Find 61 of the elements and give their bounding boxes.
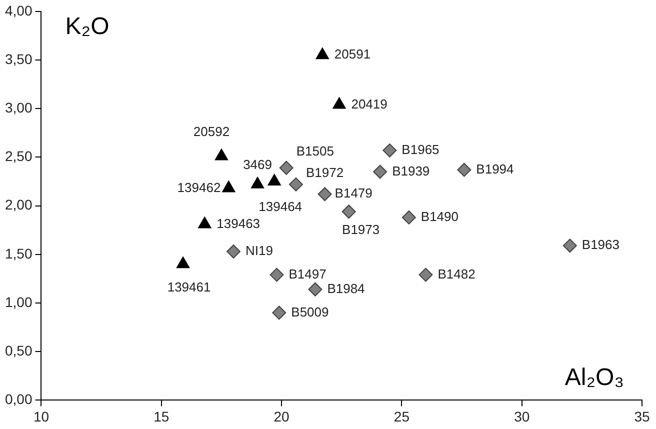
x-tick-label: 35 <box>634 408 650 424</box>
point <box>222 180 236 192</box>
x-tick-label: 10 <box>33 408 50 424</box>
y-tick-label: 0,50 <box>5 342 32 358</box>
annotation: 20419 <box>351 96 388 112</box>
annotation: B1505 <box>296 143 334 158</box>
point <box>316 48 329 60</box>
annotation: 139461 <box>167 280 211 295</box>
point <box>279 160 294 175</box>
point <box>176 256 190 268</box>
annotation: B1984 <box>327 280 365 296</box>
x-tick-label: 30 <box>514 408 530 424</box>
x-axis-title: Al₂O₃ <box>564 364 624 391</box>
annotation: B1994 <box>476 161 514 176</box>
y-tick-label: 2,00 <box>5 196 32 213</box>
y-tick-label: 1,50 <box>5 245 32 262</box>
y-axis-title: K₂O <box>65 13 110 40</box>
annotation: NI19 <box>245 243 273 258</box>
annotation: 20591 <box>334 46 371 62</box>
annotation: B1939 <box>392 163 430 178</box>
point <box>250 176 264 188</box>
point <box>268 174 281 186</box>
annotation: B1482 <box>438 266 476 282</box>
y-tick-label: 1,00 <box>5 294 32 310</box>
point <box>288 177 303 192</box>
point <box>562 238 577 253</box>
annotation: 139464 <box>258 199 302 214</box>
annotation: B1490 <box>420 209 458 224</box>
point <box>418 268 433 282</box>
point <box>318 187 332 202</box>
annotation: 3469 <box>243 156 272 172</box>
y-tick-label: 2,50 <box>5 148 32 164</box>
annotation: B1973 <box>342 222 380 238</box>
annotation: B5009 <box>291 304 329 320</box>
x-tick-label: 25 <box>394 408 410 424</box>
y-tick-label: 4,00 <box>5 2 32 18</box>
point <box>382 143 397 158</box>
point <box>402 210 416 224</box>
point <box>332 97 346 109</box>
point <box>226 244 240 258</box>
point <box>342 204 356 219</box>
y-tick-label: 3,00 <box>5 99 32 116</box>
x-tick-label: 20 <box>274 408 290 424</box>
annotation: 20592 <box>193 124 230 139</box>
annotation: 139463 <box>216 216 260 231</box>
annotation: B1479 <box>334 186 372 201</box>
annotation: 139462 <box>177 180 221 195</box>
point <box>308 282 322 296</box>
annotation: B1972 <box>306 164 344 180</box>
point <box>373 164 388 179</box>
x-tick-label: 15 <box>154 408 170 424</box>
annotation: B1965 <box>402 142 440 157</box>
point <box>272 306 286 320</box>
point <box>457 162 472 177</box>
point <box>270 268 284 282</box>
point <box>198 216 212 228</box>
y-tick-label: 3,50 <box>5 50 32 67</box>
annotation: B1963 <box>582 237 620 252</box>
y-tick-label: 0,00 <box>5 391 32 408</box>
annotation: B1497 <box>288 266 326 282</box>
point <box>214 148 228 160</box>
